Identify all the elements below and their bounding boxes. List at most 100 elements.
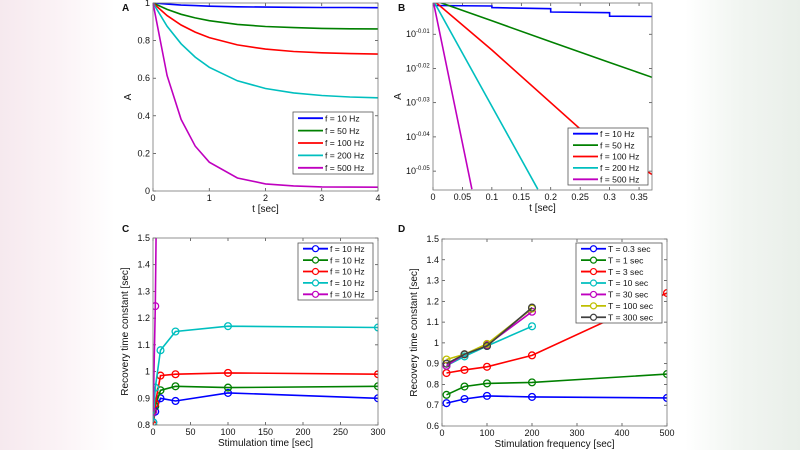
- legend-item: T = 0.3 sec: [581, 244, 651, 254]
- panel-label: C: [122, 224, 129, 235]
- data-point: [527, 392, 537, 401]
- y-tick-label: 0.6: [137, 73, 150, 83]
- legend-label: T = 0.3 sec: [608, 244, 651, 254]
- legend-label: T = 300 sec: [608, 312, 654, 322]
- data-point: [171, 382, 180, 391]
- legend-item: f = 10 Hz: [298, 113, 360, 123]
- legend: f = 10 Hzf = 50 Hzf = 100 Hzf = 200 Hzf …: [567, 127, 649, 186]
- legend: f = 10 Hzf = 10 Hzf = 10 Hzf = 10 Hzf = …: [297, 242, 374, 301]
- legend-label: f = 10 Hz: [600, 129, 635, 139]
- series-line: [153, 238, 157, 412]
- axes-frame: [152, 237, 379, 426]
- legend-item: f = 200 Hz: [298, 151, 364, 161]
- legend-label: f = 10 Hz: [330, 278, 365, 288]
- legend-label: f = 10 Hz: [325, 113, 360, 123]
- legend-marker: [589, 302, 598, 310]
- legend-marker: [589, 267, 598, 276]
- series-line: [433, 3, 539, 190]
- x-tick-label: 100: [220, 427, 235, 437]
- series-line: [439, 3, 652, 79]
- legend-marker: [311, 245, 320, 253]
- data-point: [482, 379, 492, 388]
- data-point: [442, 359, 451, 368]
- y-tick-label: 0.4: [137, 111, 150, 121]
- legend-item: f = 100 Hz: [298, 138, 364, 148]
- series-line: [153, 3, 378, 99]
- legend-label: f = 500 Hz: [325, 163, 364, 173]
- series-line: [446, 395, 667, 404]
- series-line: [153, 3, 378, 9]
- y-tick-label: 1.5: [137, 233, 150, 243]
- tick-base: 10: [406, 98, 416, 108]
- legend-marker: [311, 290, 320, 298]
- legend-item: f = 10 Hz: [303, 290, 365, 300]
- y-axis-label: A: [123, 93, 134, 100]
- tick-exponent: -0.03: [416, 98, 430, 104]
- legend-item: f = 200 Hz: [573, 163, 639, 173]
- legend-item: T = 30 sec: [581, 290, 649, 300]
- tick-exponent: -0.01: [416, 29, 430, 35]
- x-tick-label: 4: [375, 193, 380, 203]
- legend-item: T = 1 sec: [581, 255, 644, 265]
- y-tick-label: 0.7: [426, 400, 439, 410]
- y-tick-label: 10-0.01: [406, 29, 430, 39]
- data-point: [527, 378, 537, 387]
- y-tick-label: 1.1: [426, 317, 439, 327]
- x-tick-label: 250: [333, 427, 348, 437]
- data-point: [482, 341, 492, 351]
- x-axis-label: Stimulation frequency [sec]: [494, 439, 614, 450]
- legend-marker: [589, 290, 598, 299]
- y-tick-label: 1.4: [137, 260, 150, 270]
- legend-label: f = 10 Hz: [330, 255, 365, 265]
- y-tick-label: 1: [145, 367, 150, 377]
- legend-marker: [589, 279, 598, 287]
- x-tick-label: 0.35: [630, 192, 648, 202]
- y-tick-label: 0.8: [137, 36, 150, 46]
- x-tick-label: 150: [258, 427, 273, 437]
- y-tick-label: 0.9: [426, 359, 439, 369]
- legend-label: f = 50 Hz: [325, 126, 360, 136]
- axes-frame: [152, 2, 379, 192]
- series-line: [446, 373, 667, 396]
- data-point: [373, 370, 378, 379]
- y-axis-label: Recovery time constant [sec]: [120, 267, 131, 396]
- x-tick-label: 400: [614, 428, 629, 438]
- x-tick-label: 200: [295, 427, 310, 437]
- data-point: [153, 383, 160, 392]
- y-tick-label: 1.3: [137, 286, 150, 296]
- data-point: [482, 362, 492, 371]
- legend-item: T = 10 sec: [581, 278, 649, 288]
- series-line: [153, 3, 378, 55]
- data-point: [171, 327, 180, 336]
- y-tick-label: 1.1: [137, 340, 150, 350]
- legend-label: f = 10 Hz: [330, 244, 365, 254]
- legend-item: f = 50 Hz: [298, 126, 360, 136]
- x-tick-label: 0: [150, 193, 155, 203]
- x-axis-label: t [sec]: [529, 203, 556, 214]
- tick-base: 10: [406, 29, 416, 39]
- series-line: [153, 325, 378, 423]
- x-tick-label: 0.15: [513, 192, 531, 202]
- legend-item: f = 10 Hz: [303, 278, 365, 288]
- legend-item: f = 10 Hz: [573, 129, 635, 139]
- tick-exponent: -0.05: [416, 166, 430, 172]
- y-tick-label: 0.8: [426, 379, 439, 389]
- legend-marker: [589, 256, 598, 264]
- x-tick-label: 0: [439, 428, 444, 438]
- y-tick-label: 0.9: [137, 393, 150, 403]
- x-tick-label: 0.2: [544, 192, 557, 202]
- legend-item: f = 500 Hz: [298, 163, 364, 173]
- x-tick-label: 200: [524, 428, 539, 438]
- x-tick-label: 500: [659, 428, 674, 438]
- y-tick-label: 1.2: [426, 296, 439, 306]
- data-point: [460, 382, 469, 391]
- legend: f = 10 Hz f = 50 Hz f = 100 Hz f = 200 Hz f …: [292, 111, 374, 175]
- legend-marker: [311, 267, 320, 276]
- x-tick-label: 0.25: [571, 192, 589, 202]
- x-tick-label: 0: [150, 427, 155, 437]
- legend-label: f = 10 Hz: [330, 290, 365, 300]
- tick-exponent: -0.02: [416, 63, 430, 69]
- data-point: [527, 303, 537, 312]
- x-tick-label: 300: [569, 428, 584, 438]
